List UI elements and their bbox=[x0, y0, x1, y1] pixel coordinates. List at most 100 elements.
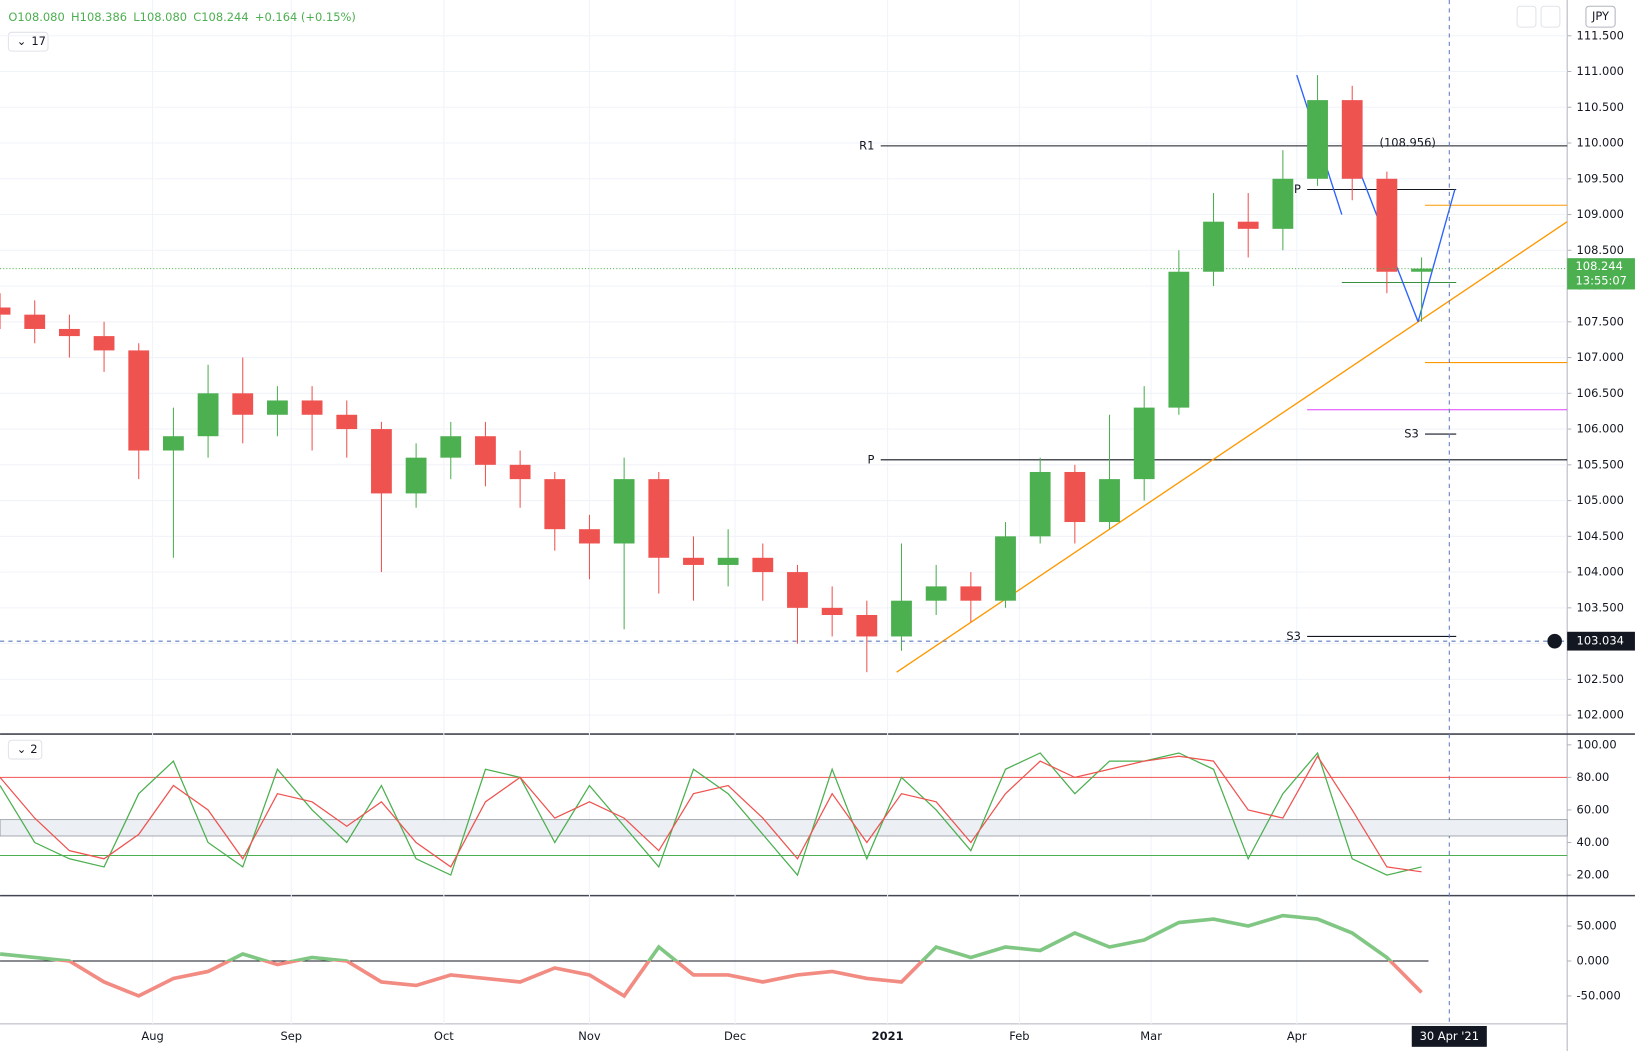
y-tick-label: -50.000 bbox=[1577, 988, 1621, 1002]
y-tick-label: 102.000 bbox=[1577, 708, 1624, 722]
x-tick-label: Aug bbox=[141, 1029, 163, 1043]
candle-body bbox=[787, 572, 808, 608]
currency-box[interactable] bbox=[1585, 5, 1616, 28]
y-tick-label: 106.000 bbox=[1577, 422, 1624, 436]
y-tick-label: 104.500 bbox=[1577, 529, 1624, 543]
y-tick-label: 60.00 bbox=[1577, 802, 1610, 816]
x-tick-label: Feb bbox=[1009, 1029, 1029, 1043]
x-tick-label: Sep bbox=[280, 1029, 302, 1043]
candle-body bbox=[925, 586, 947, 601]
candle-body bbox=[301, 400, 323, 415]
candle-body bbox=[821, 607, 843, 615]
ohlc-value: H108.386 bbox=[71, 10, 127, 24]
candle-body bbox=[683, 557, 704, 565]
y-tick-label: 103.500 bbox=[1577, 600, 1624, 614]
fullscreen-button[interactable] bbox=[1540, 5, 1561, 28]
crosshair-add-button[interactable] bbox=[1547, 633, 1562, 649]
countdown: 13:55:07 bbox=[1576, 274, 1627, 288]
y-tick-label: 106.500 bbox=[1577, 386, 1624, 400]
ohlc-value: C108.244 bbox=[193, 10, 248, 24]
ohlc-value: +0.164 (+0.15%) bbox=[255, 10, 356, 24]
candle-body bbox=[1411, 268, 1432, 272]
momentum-positive bbox=[0, 913, 1393, 961]
pivot-label: P bbox=[1294, 182, 1301, 196]
y-tick-label: 111.500 bbox=[1577, 28, 1624, 42]
candle-body bbox=[1237, 221, 1259, 229]
candle-body bbox=[267, 400, 288, 415]
indicator-legend[interactable] bbox=[7, 31, 49, 52]
ohlc-value: O108.080 bbox=[8, 10, 64, 24]
candle-body bbox=[1099, 479, 1120, 523]
candle-body bbox=[405, 457, 427, 494]
candle-body bbox=[648, 479, 670, 558]
y-tick-label: 20.00 bbox=[1577, 868, 1610, 882]
y-tick-label: 110.000 bbox=[1577, 136, 1624, 150]
candle-body bbox=[58, 328, 80, 337]
candle-body bbox=[336, 414, 358, 430]
candle-body bbox=[717, 557, 739, 565]
y-tick-label: 109.000 bbox=[1577, 207, 1624, 221]
y-tick-label: 104.000 bbox=[1577, 565, 1624, 579]
candle-body bbox=[24, 314, 46, 329]
crosshair-price-tag bbox=[1567, 631, 1635, 651]
y-tick-label: 108.500 bbox=[1577, 243, 1624, 257]
candle-body bbox=[1133, 407, 1155, 480]
candle-body bbox=[960, 586, 982, 601]
pivot-label: S3 bbox=[1404, 427, 1419, 441]
y-tick-label: 40.00 bbox=[1577, 835, 1610, 849]
candle-body bbox=[1203, 221, 1224, 272]
candle-body bbox=[1029, 471, 1051, 537]
candle-body bbox=[544, 479, 566, 530]
candle-body bbox=[197, 393, 219, 437]
y-tick-label: 102.500 bbox=[1577, 672, 1624, 686]
x-tick-label: Dec bbox=[724, 1029, 746, 1043]
crosshair-price: 103.034 bbox=[1577, 634, 1624, 648]
candle-body bbox=[856, 614, 878, 637]
candle-body bbox=[93, 336, 115, 351]
candle-body bbox=[995, 536, 1016, 601]
x-tick-label: Mar bbox=[1140, 1029, 1162, 1043]
neutral-band bbox=[0, 819, 1568, 837]
pivot-label: P bbox=[868, 452, 875, 466]
scroll-button[interactable] bbox=[1516, 5, 1537, 28]
currency: JPY bbox=[1591, 9, 1610, 23]
candle-body bbox=[475, 436, 496, 465]
grid bbox=[0, 0, 1568, 1024]
y-tick-label: 109.500 bbox=[1577, 171, 1624, 185]
candle-body bbox=[509, 464, 531, 480]
candle-body bbox=[1168, 271, 1190, 408]
oscillator-line bbox=[0, 751, 1422, 877]
pivot-label: S3 bbox=[1286, 629, 1301, 643]
x-tick-label: Oct bbox=[434, 1029, 454, 1043]
y-tick-label: 50.000 bbox=[1577, 919, 1617, 933]
candle-body bbox=[1064, 471, 1086, 523]
candle-body bbox=[1341, 100, 1363, 179]
candle-body bbox=[752, 557, 774, 573]
candle-body bbox=[891, 600, 912, 637]
indicator-toggle: ⌄ bbox=[17, 742, 27, 756]
candle-body bbox=[613, 479, 635, 544]
y-tick-label: 105.000 bbox=[1577, 493, 1624, 507]
indicator-toggle: ⌄ bbox=[17, 34, 27, 48]
y-tick-label: 0.000 bbox=[1577, 953, 1610, 967]
crosshair-date-tag bbox=[1411, 1025, 1487, 1047]
y-tick-label: 107.000 bbox=[1577, 350, 1624, 364]
candle-body bbox=[579, 529, 600, 544]
x-tick-label: 2021 bbox=[872, 1029, 904, 1043]
y-tick-label: 80.00 bbox=[1577, 770, 1610, 784]
oscillator-line bbox=[0, 755, 1422, 873]
candle-body bbox=[163, 436, 184, 451]
crosshair-date: 30 Apr '21 bbox=[1420, 1029, 1479, 1043]
y-tick-label: 111.000 bbox=[1577, 64, 1624, 78]
annotation: (108.956) bbox=[1380, 136, 1436, 150]
candle-body bbox=[0, 307, 11, 315]
drawing bbox=[1417, 189, 1456, 322]
momentum-negative bbox=[51, 960, 1423, 999]
indicator-legend[interactable] bbox=[7, 739, 43, 760]
last-price-tag bbox=[1567, 258, 1635, 290]
x-tick-label: Apr bbox=[1287, 1029, 1307, 1043]
indicator-input: 2 bbox=[30, 742, 37, 756]
y-tick-label: 107.500 bbox=[1577, 314, 1624, 328]
